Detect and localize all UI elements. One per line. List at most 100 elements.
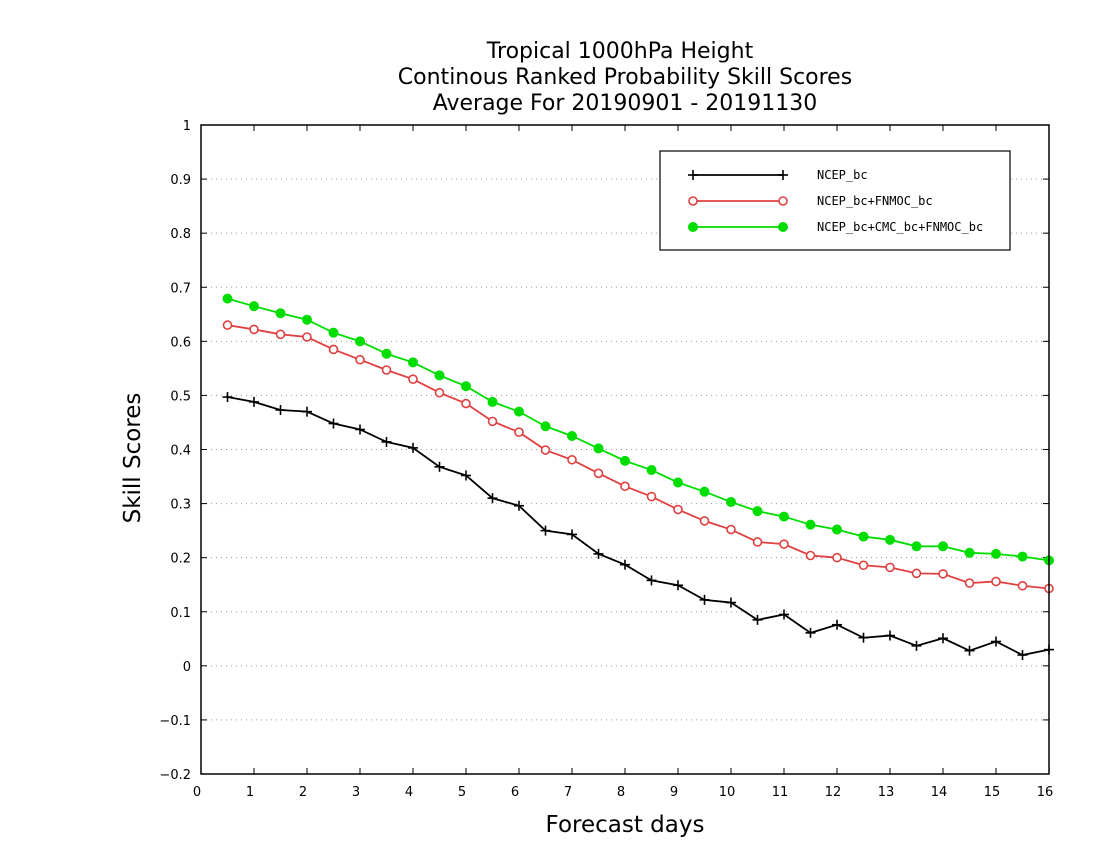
series-1-point xyxy=(434,461,445,472)
series-2-point xyxy=(461,398,471,409)
series-2-point xyxy=(540,445,551,455)
y-tick-label: 0.6 xyxy=(170,335,191,350)
series-3-point xyxy=(673,477,683,488)
series-3-point xyxy=(514,406,524,417)
series-3-point xyxy=(567,430,577,441)
series-1-point xyxy=(461,470,471,481)
x-tick-label: 5 xyxy=(458,785,466,800)
series-3-point xyxy=(991,548,1001,559)
series-2-point xyxy=(487,416,498,427)
legend-item: NCEP_bc+FNMOC_bc xyxy=(688,194,933,208)
series-1 xyxy=(222,392,1054,661)
series-2-point xyxy=(620,481,630,492)
series-2-point xyxy=(646,491,657,502)
series-2-point xyxy=(858,560,869,571)
series-3-point xyxy=(938,541,948,552)
legend-item: NCEP_bc+CMC_bc+FNMOC_bc xyxy=(688,220,983,234)
legend-marker xyxy=(688,196,698,206)
series-3-point xyxy=(885,534,895,545)
x-tick-label: 1 xyxy=(246,785,254,800)
series-1-point xyxy=(964,645,975,656)
x-tick-label: 12 xyxy=(825,785,842,800)
series-3 xyxy=(222,293,1054,566)
series-2-point xyxy=(593,468,604,479)
x-tick-label: 10 xyxy=(719,785,736,800)
grid-lines xyxy=(201,178,1049,721)
title-line-2: Continous Ranked Probability Skill Score… xyxy=(398,65,852,90)
series-3-point xyxy=(620,455,630,466)
series-2-point xyxy=(355,354,365,365)
series-2-point xyxy=(991,576,1001,587)
series-1-point xyxy=(514,500,524,511)
y-tick-label: 0 xyxy=(183,660,191,675)
y-tick-label: −0.1 xyxy=(159,714,191,729)
series-1-point xyxy=(858,632,869,643)
x-tick-label: 3 xyxy=(352,785,360,800)
series-1-point xyxy=(222,392,233,403)
series-3-point xyxy=(275,308,286,319)
y-tick-label: 1 xyxy=(183,119,191,134)
y-tick-label: 0.9 xyxy=(170,173,191,188)
title-line-1: Tropical 1000hPa Height xyxy=(486,39,754,64)
y-tick-label: 0.3 xyxy=(170,498,191,513)
y-tick-label: 0.1 xyxy=(170,606,191,621)
series-3-point xyxy=(302,314,312,325)
x-tick-label: 2 xyxy=(299,785,307,800)
x-tick-label: 7 xyxy=(564,785,572,800)
x-tick-label: 0 xyxy=(193,785,201,800)
x-tick-label: 11 xyxy=(772,785,789,800)
series-1-point xyxy=(752,614,763,625)
legend-marker xyxy=(688,170,698,180)
series-2-point xyxy=(249,324,259,335)
series-1-point xyxy=(938,633,948,644)
series-2-point xyxy=(408,374,418,384)
series-2 xyxy=(222,320,1054,594)
series-3-point xyxy=(911,541,922,552)
chart-title: Tropical 1000hPa Height Continous Ranked… xyxy=(398,39,852,116)
x-ticks: 0 1 2 3 4 5 6 7 8 9 10 11 12 13 14 15 16 xyxy=(193,125,1053,800)
series-2-point xyxy=(222,320,233,330)
series-2-point xyxy=(964,578,975,588)
plot-frame xyxy=(200,124,1050,775)
series-1-point xyxy=(593,548,604,559)
series-3-point xyxy=(540,421,551,432)
series-3-point xyxy=(381,348,392,359)
series-1-point xyxy=(249,396,259,407)
series-2-point xyxy=(779,539,789,549)
y-tick-label: 0.4 xyxy=(170,444,191,459)
legend-label: NCEP_bc xyxy=(817,168,868,182)
series-2-point xyxy=(275,329,286,340)
series-1-point xyxy=(911,640,922,651)
x-tick-label: 16 xyxy=(1037,785,1054,800)
title-line-3: Average For 20190901 - 20191130 xyxy=(433,91,818,116)
x-tick-label: 6 xyxy=(511,785,519,800)
y-ticks: −0.2 −0.1 0 0.1 0.2 0.3 0.4 0.5 0.6 0.7 0.8 0.9 1 xyxy=(159,119,1049,783)
series-3-point xyxy=(1017,551,1028,562)
series-2-point xyxy=(514,427,524,437)
series-1-point xyxy=(487,493,498,504)
y-tick-label: 0.2 xyxy=(170,552,191,567)
series-2-point xyxy=(805,550,816,561)
series-1-point xyxy=(355,424,365,435)
legend: NCEP_bc NCEP_bc+FNMOC_bc NCEP_bc+CMC_bc+FN… xyxy=(659,150,1011,251)
series-1-point xyxy=(328,418,339,429)
series-1-point xyxy=(1017,650,1028,661)
series-3-point xyxy=(434,370,445,381)
series-1-point xyxy=(832,619,842,630)
series-3-point xyxy=(699,486,710,497)
series-1-point xyxy=(673,580,683,591)
series-3-point xyxy=(646,465,657,476)
series-1-point xyxy=(726,597,736,608)
series-1-point xyxy=(805,627,816,638)
legend-item: NCEP_bc xyxy=(688,168,868,182)
series-2-point xyxy=(673,504,683,515)
x-tick-label: 4 xyxy=(405,785,413,800)
y-tick-label: 0.5 xyxy=(170,389,191,404)
series-1-point xyxy=(302,406,312,417)
series-3-point xyxy=(249,301,259,312)
series-3-point xyxy=(752,506,763,517)
x-tick-label: 13 xyxy=(878,785,895,800)
series-2-point xyxy=(726,524,736,535)
y-tick-label: 0.7 xyxy=(170,281,191,296)
